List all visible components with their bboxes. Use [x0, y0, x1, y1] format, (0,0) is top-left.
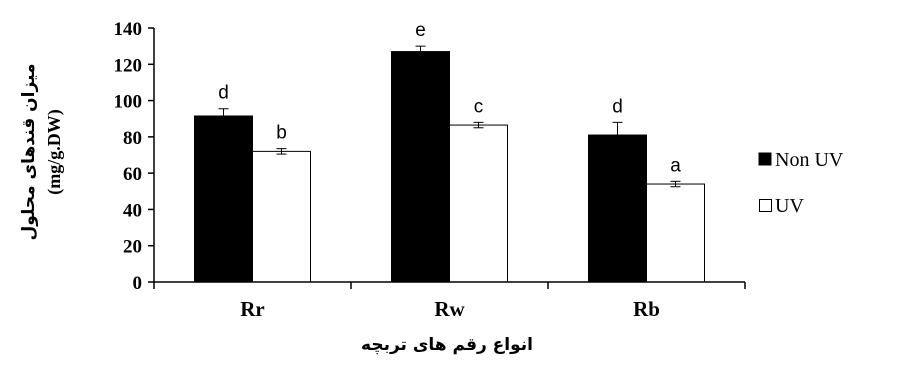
legend-label-non-uv: Non UV — [775, 149, 844, 171]
y-tick-label: 80 — [123, 128, 142, 149]
y-tick-label: 120 — [114, 55, 143, 76]
significance-label: d — [218, 83, 229, 104]
significance-label: c — [474, 96, 484, 117]
x-axis-title: انواع رقم های تربچه — [361, 335, 533, 355]
y-tick-label: 140 — [114, 19, 143, 40]
y-tick-label: 100 — [114, 92, 143, 113]
legend-swatch-non-uv — [758, 152, 772, 166]
significance-label: b — [276, 123, 287, 144]
y-tick-label: 40 — [123, 200, 142, 221]
bar — [449, 124, 508, 283]
bars: d b e c d a — [194, 20, 705, 283]
legend-label-uv: UV — [775, 195, 804, 217]
significance-label: a — [670, 155, 681, 176]
legend-item-non-uv: Non UV — [758, 149, 844, 171]
bar — [252, 150, 311, 283]
bar — [391, 51, 450, 283]
significance-label: e — [415, 20, 426, 41]
legend-swatch-uv — [759, 199, 772, 212]
y-tick-label: 20 — [123, 237, 142, 258]
x-tick-label: Rr — [240, 297, 265, 321]
y-axis-title: میزان قندهای محلول — [19, 64, 39, 241]
x-axis: Rr Rw Rb — [153, 281, 746, 321]
significance-label: d — [612, 96, 623, 117]
y-tick-label: 60 — [123, 164, 142, 185]
x-tick-label: Rw — [434, 297, 465, 321]
y-axis-unit: (mg/g.DW) — [44, 109, 65, 194]
x-tick-label: Rb — [633, 297, 660, 321]
legend-item-uv: UV — [759, 195, 804, 217]
bar — [588, 134, 647, 283]
bar — [646, 183, 705, 283]
legend: Non UV UV — [758, 149, 844, 217]
y-tick-label: 0 — [133, 273, 143, 294]
bar — [194, 115, 253, 283]
y-axis: 0 20 40 60 80 100 120 140 — [114, 19, 155, 294]
